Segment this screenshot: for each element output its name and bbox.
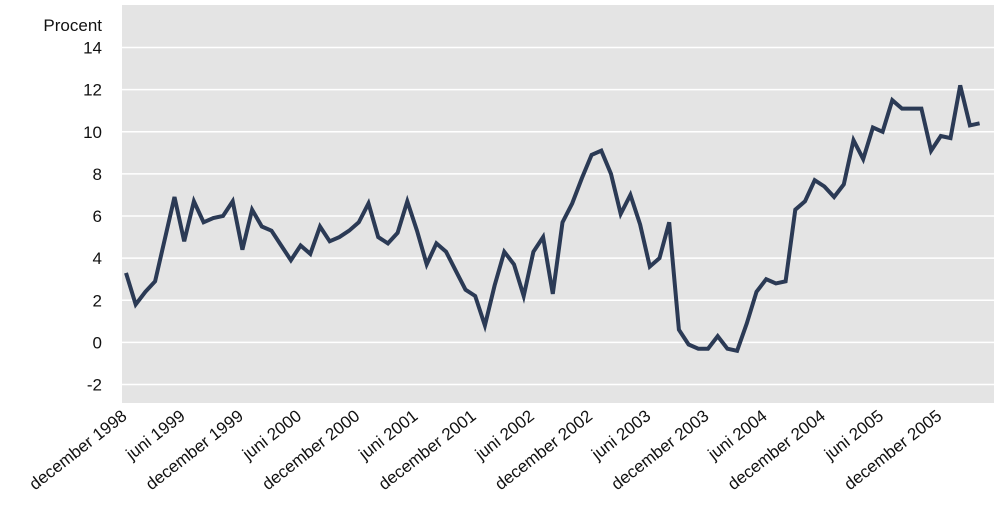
x-tick-label: december 2000	[258, 406, 363, 494]
y-tick-label: 12	[83, 81, 102, 100]
y-axis-tick-labels: -2 0 2 4 6 8 10 12 14	[83, 39, 102, 395]
x-tick-label: december 2005	[840, 406, 945, 494]
x-tick-label: december 2002	[491, 406, 596, 494]
y-tick-label: -2	[87, 376, 102, 395]
x-tick-label: december 2004	[724, 406, 829, 494]
x-tick-label: december 1998	[26, 406, 131, 494]
y-axis-label: Procent	[43, 16, 102, 35]
series-lines	[124, 84, 981, 354]
x-tick-label: december 2003	[608, 406, 713, 494]
x-tick-label: december 1999	[142, 406, 247, 494]
plot-background	[122, 5, 994, 403]
y-tick-label: 2	[93, 291, 102, 310]
series-line	[124, 84, 981, 354]
y-tick-label: 6	[93, 207, 102, 226]
y-tick-label: 0	[93, 333, 102, 352]
y-tick-label: 4	[93, 249, 102, 268]
y-tick-label: 14	[83, 39, 102, 58]
y-tick-label: 8	[93, 165, 102, 184]
gridlines	[122, 46, 994, 386]
x-tick-label: december 2001	[375, 406, 480, 494]
y-tick-label: 10	[83, 123, 102, 142]
